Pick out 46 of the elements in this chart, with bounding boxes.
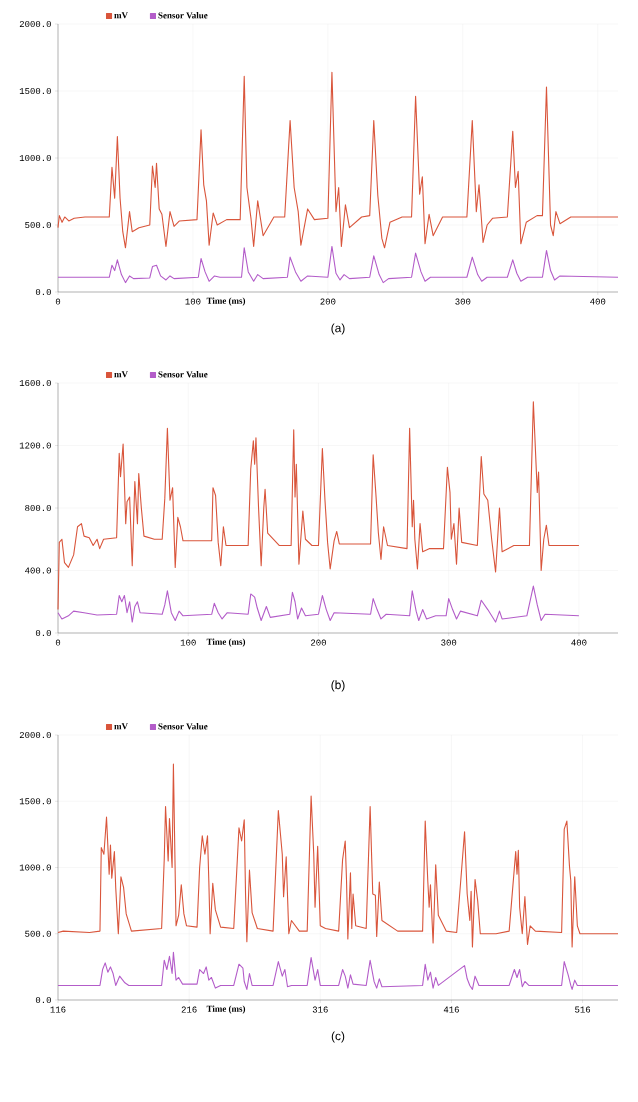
- line-series: [57, 245, 619, 284]
- x-tick-label: 300: [455, 298, 471, 305]
- legend-label: Sensor Value: [158, 371, 208, 378]
- legend-label: mV: [114, 723, 128, 730]
- y-tick-label: 500.0: [25, 930, 51, 937]
- legend-label: Sensor Value: [158, 12, 208, 19]
- y-tick-label: 1000.0: [19, 864, 51, 871]
- x-tick-label: 400: [571, 639, 587, 646]
- legend-label: mV: [114, 12, 128, 19]
- y-tick-label: 1500.0: [19, 87, 51, 95]
- x-tick-label: 316: [312, 1006, 328, 1013]
- x-axis-title: Time (ms): [206, 1005, 246, 1014]
- x-tick-label: 0: [55, 639, 61, 646]
- x-tick-label: 216: [181, 1006, 197, 1013]
- x-tick-label: 516: [575, 1006, 591, 1013]
- y-tick-label: 2000.0: [19, 731, 51, 739]
- legend-label: Sensor Value: [158, 723, 208, 730]
- y-tick-label: 1500.0: [19, 798, 51, 805]
- line-series: [57, 71, 619, 249]
- y-tick-label: 500.0: [25, 221, 51, 229]
- x-tick-label: 416: [443, 1006, 459, 1013]
- line-series: [57, 763, 619, 948]
- y-tick-label: 0.0: [35, 288, 51, 296]
- x-axis-title: Time (ms): [206, 297, 246, 306]
- x-tick-label: 400: [590, 298, 606, 305]
- y-tick-label: 400.0: [25, 567, 51, 574]
- y-tick-label: 0.0: [35, 996, 51, 1004]
- x-tick-label: 100: [180, 639, 196, 646]
- y-tick-label: 2000.0: [19, 20, 51, 28]
- x-tick-label: 116: [50, 1006, 66, 1013]
- x-tick-label: 300: [441, 639, 457, 646]
- y-tick-label: 1000.0: [19, 154, 51, 162]
- x-tick-label: 200: [311, 639, 326, 646]
- legend-label: mV: [114, 371, 128, 378]
- y-tick-label: 1200.0: [19, 442, 51, 449]
- x-tick-label: 100: [185, 298, 201, 305]
- text: (c): [331, 1031, 345, 1043]
- text: (a): [331, 323, 345, 335]
- x-axis-title: Time (ms): [206, 638, 246, 647]
- y-tick-label: 800.0: [25, 504, 51, 512]
- line-series: [57, 585, 580, 623]
- y-tick-label: 0.0: [35, 629, 51, 637]
- y-tick-label: 1600.0: [19, 379, 51, 387]
- x-tick-label: 0: [55, 298, 61, 305]
- x-tick-label: 200: [320, 298, 336, 305]
- text: (b): [331, 680, 345, 692]
